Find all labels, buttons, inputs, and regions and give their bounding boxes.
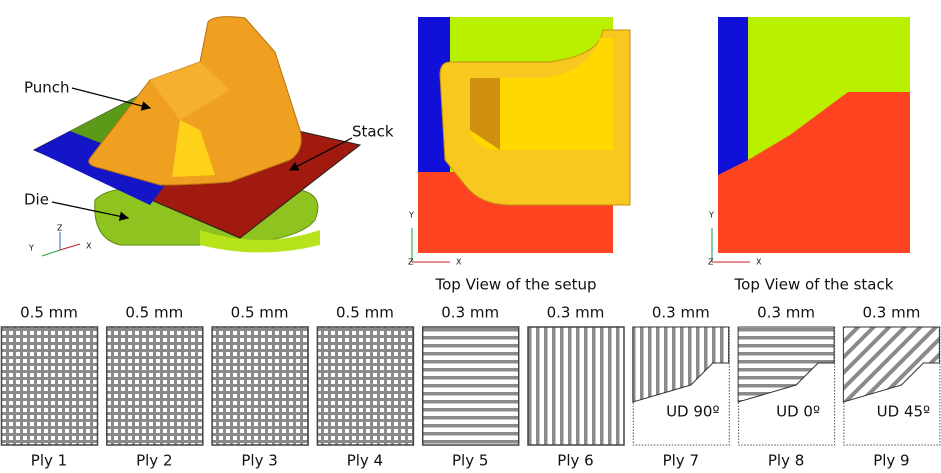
- label: Die: [24, 191, 49, 209]
- axis-label: Y: [28, 244, 34, 253]
- stack-green: [748, 17, 910, 160]
- axis-label: Y: [708, 211, 714, 220]
- axis-label: Z: [408, 258, 414, 267]
- ply-orientation: UD 90º: [666, 403, 719, 421]
- ply-thickness: 0.3 mm: [547, 304, 605, 322]
- ply-label: Ply 5: [452, 452, 488, 470]
- ply-orientation: UD 0º: [776, 403, 820, 421]
- ply: [0, 326, 99, 446]
- ply-thickness: 0.5 mm: [125, 304, 183, 322]
- top-view-stack: Y Z X Top View of the stack: [708, 17, 910, 294]
- ply-label: Ply 8: [768, 452, 804, 470]
- die-side: [200, 230, 320, 253]
- punch-side: [470, 78, 500, 150]
- ply-thickness: 0.3 mm: [757, 304, 815, 322]
- ply-thickness: 0.3 mm: [862, 304, 920, 322]
- punch-top: [470, 38, 613, 150]
- ply: [527, 326, 625, 446]
- axis: [41, 249, 61, 257]
- label: Stack: [352, 123, 394, 141]
- axis-label: Z: [708, 258, 714, 267]
- ply-thickness: 0.3 mm: [652, 304, 710, 322]
- label: Punch: [24, 79, 70, 97]
- axis: [59, 243, 81, 251]
- axis-label: Y: [408, 211, 414, 220]
- ply-row: 0.5 mm Ply 1 0.5 mm Ply 2 0.5 mm Ply 3 0.5 mm P…: [0, 304, 941, 470]
- arrow: [71, 87, 152, 111]
- caption: Top View of the setup: [434, 276, 596, 294]
- caption: Top View of the stack: [734, 276, 894, 294]
- stack-blue: [718, 17, 748, 175]
- ply: [106, 326, 204, 446]
- punch-top: [150, 62, 230, 120]
- ply-orientation: UD 45º: [877, 403, 930, 421]
- ply: [316, 326, 415, 446]
- axis-label: X: [756, 258, 762, 267]
- ply-label: Ply 2: [136, 452, 172, 470]
- ply-hatch: [737, 326, 835, 403]
- ply-hatch: [842, 326, 940, 403]
- punch-face: [172, 120, 215, 177]
- ply-label: Ply 7: [663, 452, 699, 470]
- axis-label: X: [86, 242, 92, 251]
- arrow: [288, 137, 353, 171]
- ply-label: Ply 6: [557, 452, 593, 470]
- ply-label: Ply 9: [873, 452, 909, 470]
- setup-3d: Punch Stack Die Z Y X: [24, 16, 394, 257]
- ply: [211, 326, 309, 446]
- ply-hatch: [632, 326, 730, 403]
- ply-label: Ply 4: [347, 452, 383, 470]
- ply-label: Ply 1: [31, 452, 67, 470]
- ply-label: Ply 3: [241, 452, 277, 470]
- ply-thickness: 0.5 mm: [336, 304, 394, 322]
- arrow: [51, 201, 130, 221]
- ply-thickness: 0.5 mm: [231, 304, 289, 322]
- ply-thickness: 0.3 mm: [441, 304, 499, 322]
- axis-label: X: [456, 258, 462, 267]
- ply-thickness: 0.5 mm: [20, 304, 78, 322]
- top-view-setup: Y Z X Top View of the setup: [408, 17, 631, 294]
- axis-label: Z: [57, 224, 63, 233]
- ply: [421, 326, 520, 446]
